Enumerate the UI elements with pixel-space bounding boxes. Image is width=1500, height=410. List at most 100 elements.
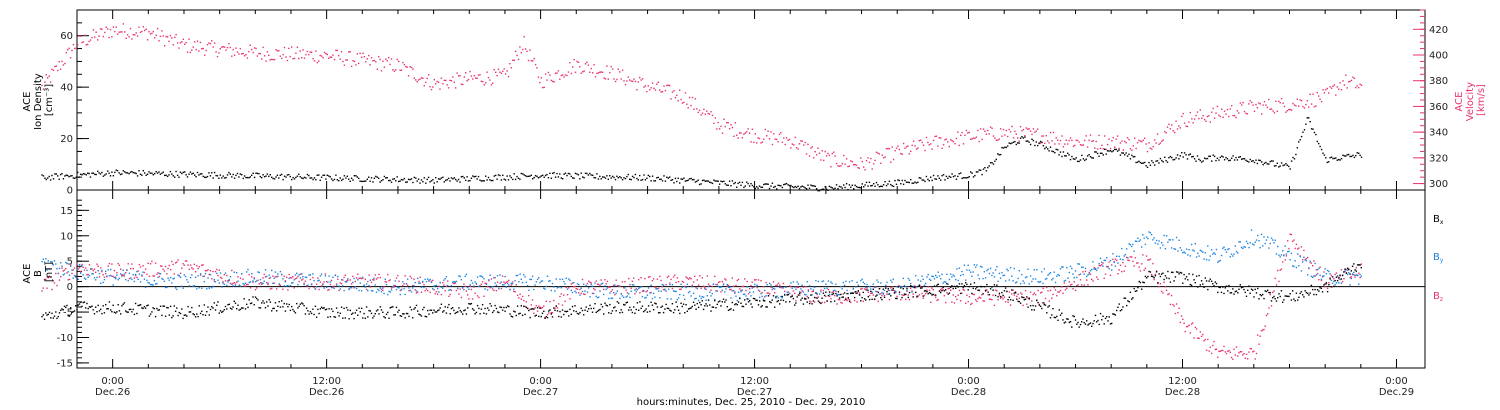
data-point [851,280,853,282]
data-point [71,175,73,177]
data-point [606,305,609,307]
data-point [756,286,758,289]
data-point [1263,236,1265,238]
data-point [281,300,283,302]
data-point [911,290,913,292]
data-point [790,184,792,187]
data-point [352,179,354,181]
data-point [714,180,716,182]
data-point [322,174,324,176]
data-point [229,307,232,309]
data-point [131,170,133,173]
data-point [995,158,997,161]
data-point [93,313,96,315]
data-point [763,183,765,186]
data-point [282,278,284,280]
data-point [460,176,463,178]
data-point [101,28,103,30]
data-point [1231,157,1233,159]
x-tick-label-date: Dec.26 [95,387,130,398]
data-point [154,37,156,39]
data-point [694,98,697,100]
data-point [1303,256,1305,258]
data-point [490,84,493,86]
data-point [821,297,823,299]
data-point [963,284,966,287]
data-point [994,289,997,291]
data-point [164,174,166,177]
data-point [1285,163,1287,165]
data-point [1323,271,1325,273]
data-point [158,171,160,173]
data-point [808,187,811,189]
data-point [488,279,490,281]
x-tick-label-time: 0:00 [101,376,123,387]
data-point [546,316,549,319]
data-point [704,180,706,182]
data-point [1109,150,1112,152]
data-point [106,308,108,310]
data-point [1168,293,1170,295]
data-point [393,286,395,288]
data-point [500,306,503,309]
data-point [83,269,86,271]
data-point [487,176,490,179]
data-point [429,181,431,183]
data-point [997,139,999,141]
data-point [533,288,535,291]
data-point [455,280,458,283]
data-point [992,294,994,296]
data-point [570,283,572,285]
data-point [1239,351,1241,353]
data-point [437,178,440,180]
data-point [253,304,255,306]
data-point [179,272,182,274]
data-point [1349,155,1351,158]
data-point [159,265,162,267]
data-point [1021,136,1023,138]
data-point [152,174,154,176]
data-point [988,272,991,275]
data-point [1328,161,1330,163]
data-point [830,301,832,303]
data-point [416,81,418,83]
data-point [910,285,912,287]
data-point [932,293,934,296]
data-point [283,302,285,305]
data-point [1205,158,1207,160]
data-point [222,175,224,177]
data-point [1297,253,1299,255]
data-point [1049,272,1052,274]
data-point [875,151,878,153]
data-point [1109,259,1112,262]
data-point [297,275,299,278]
data-point [464,309,466,311]
data-point [954,143,956,145]
data-point [1237,355,1239,357]
data-point [261,283,263,286]
data-point [1027,140,1029,142]
data-point [999,297,1002,299]
data-point [348,318,350,320]
data-point [871,184,873,187]
data-point [533,176,535,179]
data-point [537,177,540,179]
data-point [495,71,497,73]
data-point [1288,165,1290,168]
data-point [960,172,962,174]
data-point [825,295,827,298]
data-point [1132,145,1134,147]
data-point [735,284,737,287]
data-point [437,293,439,295]
data-point [185,41,187,44]
data-point [714,275,716,278]
data-point [88,306,91,308]
data-point [766,306,768,308]
data-point [1164,248,1167,250]
data-point [435,83,437,85]
data-point [1068,139,1070,142]
data-point [178,311,180,314]
data-point [80,271,82,273]
data-point [417,310,419,312]
data-point [937,298,939,301]
